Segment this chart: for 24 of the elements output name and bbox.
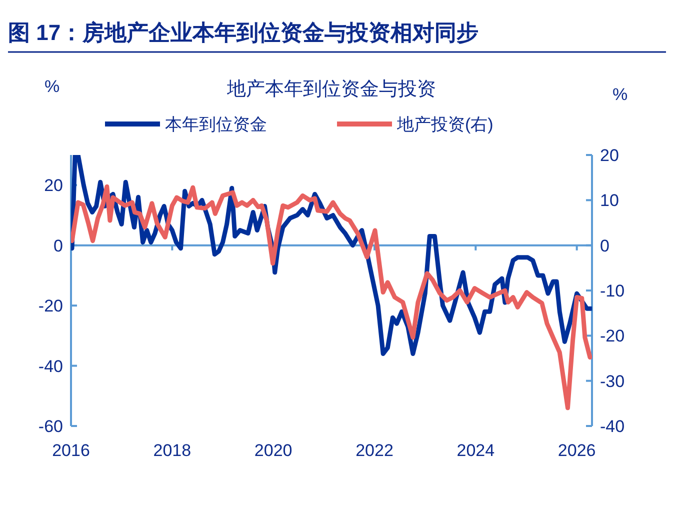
x-tick-label: 2026 bbox=[558, 441, 596, 460]
legend-label: 地产投资(右) bbox=[396, 115, 494, 134]
y-tick-label: 0 bbox=[54, 236, 63, 256]
y2-tick-label: -20 bbox=[600, 326, 625, 346]
y2-tick-label: -40 bbox=[600, 417, 625, 436]
y2-tick-label: 0 bbox=[600, 236, 610, 256]
y2-axis-title: % bbox=[612, 85, 628, 104]
y2-tick-label: 10 bbox=[600, 191, 619, 210]
x-tick-label: 2022 bbox=[356, 441, 394, 460]
y2-tick-label: -30 bbox=[600, 372, 625, 391]
chart-title: 图 17：房地产企业本年到位资金与投资相对同步 bbox=[8, 20, 479, 45]
y-tick-label: -60 bbox=[38, 417, 63, 436]
y-tick-label: -40 bbox=[38, 356, 63, 376]
y-tick-label: 20 bbox=[44, 176, 63, 196]
x-tick-label: 2018 bbox=[153, 441, 192, 460]
y2-tick-label: 20 bbox=[600, 146, 619, 165]
x-tick-label: 2024 bbox=[456, 441, 495, 460]
y-axis-title: % bbox=[44, 77, 60, 96]
y-tick-label: -20 bbox=[38, 296, 63, 316]
chart-subtitle: 地产本年到位资金与投资 bbox=[226, 79, 436, 100]
legend-label: 本年到位资金 bbox=[165, 115, 267, 134]
y2-tick-label: -10 bbox=[600, 282, 625, 300]
x-tick-label: 2020 bbox=[254, 441, 292, 460]
x-tick-label: 2016 bbox=[52, 441, 90, 460]
